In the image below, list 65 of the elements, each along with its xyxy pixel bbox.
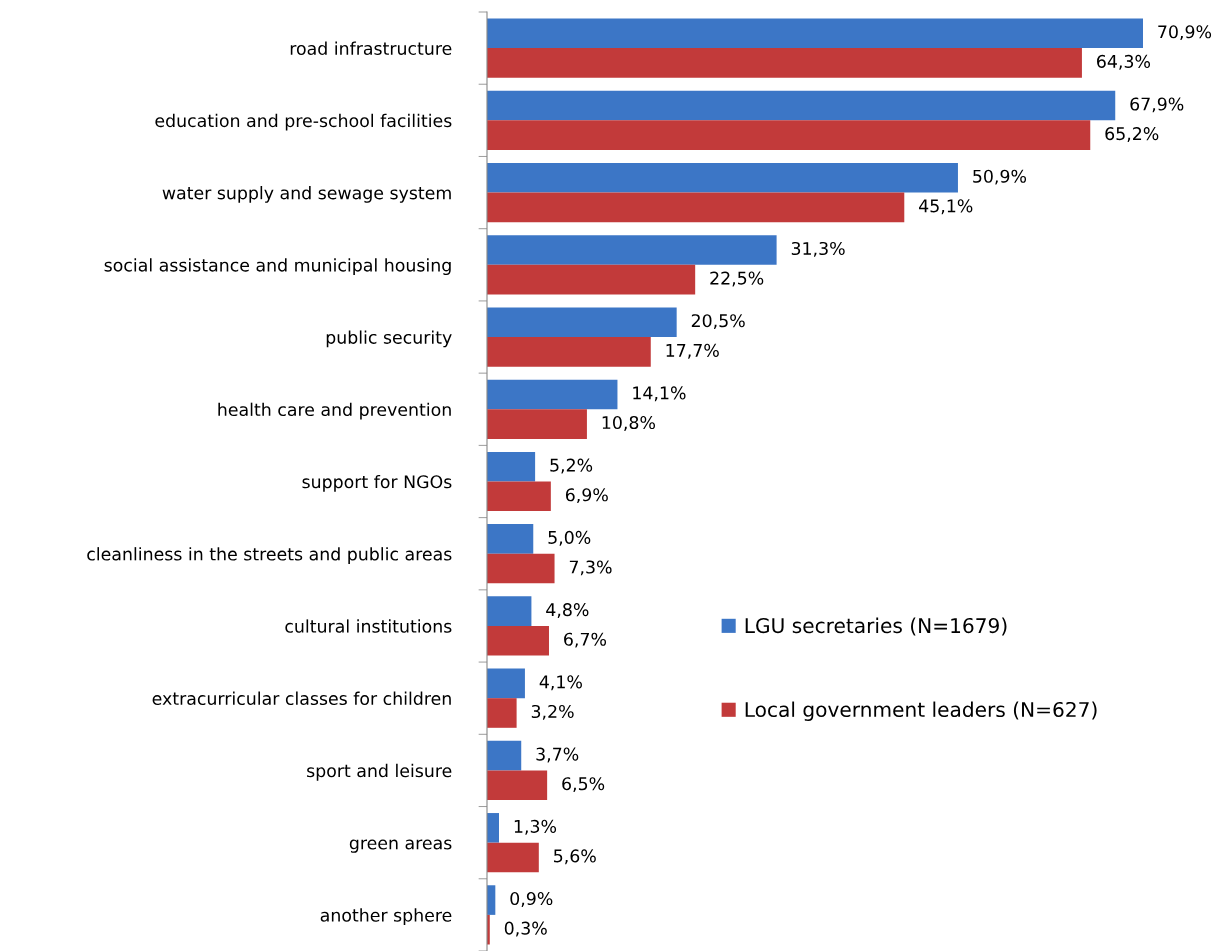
bar — [487, 842, 539, 873]
y-tick-label: cleanliness in the streets and public areas — [87, 547, 452, 564]
y-tick-label: health care and prevention — [218, 402, 451, 420]
bar — [487, 668, 525, 699]
data-label: 3,2% — [531, 704, 574, 720]
data-label: 70,9% — [1158, 25, 1212, 41]
bar — [487, 481, 551, 512]
data-label: 31,3% — [791, 241, 845, 257]
data-label: 0,3% — [504, 921, 547, 937]
y-tick-label: public security — [326, 330, 452, 348]
data-label: 10,8% — [602, 415, 656, 431]
bar — [487, 596, 532, 626]
bar — [487, 740, 522, 771]
bar — [487, 264, 696, 295]
data-label: 6,9% — [565, 488, 608, 504]
bar — [487, 337, 651, 367]
data-label: 4,8% — [546, 603, 589, 618]
data-label: 6,5% — [562, 777, 605, 793]
bar — [487, 90, 1116, 121]
bar — [487, 192, 905, 223]
bar — [487, 162, 958, 193]
bar — [487, 524, 534, 554]
bar — [487, 379, 618, 410]
bar — [487, 18, 1143, 49]
data-label: 0,9% — [510, 891, 553, 907]
bar — [487, 307, 677, 338]
data-label: 5,2% — [550, 458, 593, 474]
y-tick-label: green areas — [349, 839, 452, 853]
bar — [487, 625, 549, 656]
data-label: 67,9% — [1130, 97, 1184, 113]
y-tick-label: social assistance and municipal housing — [104, 258, 451, 276]
data-label: 7,3% — [569, 560, 612, 576]
data-label: 22,5% — [710, 271, 764, 287]
bar — [487, 451, 536, 482]
data-label: 3,7% — [536, 747, 579, 763]
bar — [487, 235, 777, 265]
data-label: 5,6% — [554, 849, 596, 865]
bar — [487, 770, 548, 801]
data-label: 6,7% — [564, 632, 607, 648]
y-tick-label: cultural institutions — [285, 619, 452, 633]
y-tick-label: water supply and sewage system — [162, 185, 451, 203]
legend-label: LGU secretaries (N=1679) — [745, 617, 1007, 636]
y-tick-label: support for NGOs — [302, 474, 452, 492]
data-label: 17,7% — [666, 343, 719, 359]
y-tick-label: road infrastructure — [290, 41, 452, 55]
bar — [487, 813, 500, 843]
y-tick-label: sport and leisure — [307, 763, 452, 781]
bar — [487, 120, 1091, 150]
data-label: 1,3% — [514, 819, 557, 835]
y-tick-label: extracurricular classes for children — [152, 691, 451, 706]
data-label: 50,9% — [973, 169, 1027, 185]
legend-label: Local government leaders (N=627) — [745, 701, 1097, 722]
bar — [487, 553, 555, 584]
data-label: 20,5% — [691, 314, 745, 330]
bar — [487, 698, 517, 728]
y-tick-label: education and pre-school facilities — [155, 113, 452, 131]
bar — [487, 48, 1082, 78]
data-label: 14,1% — [633, 386, 686, 402]
data-label: 45,1% — [919, 199, 973, 215]
bar — [487, 409, 587, 439]
data-label: 5,0% — [548, 530, 591, 546]
y-tick-label: another sphere — [320, 908, 452, 926]
data-label: 4,1% — [539, 675, 582, 691]
data-label: 64,3% — [1097, 54, 1151, 70]
data-label: 65,2% — [1105, 127, 1159, 142]
